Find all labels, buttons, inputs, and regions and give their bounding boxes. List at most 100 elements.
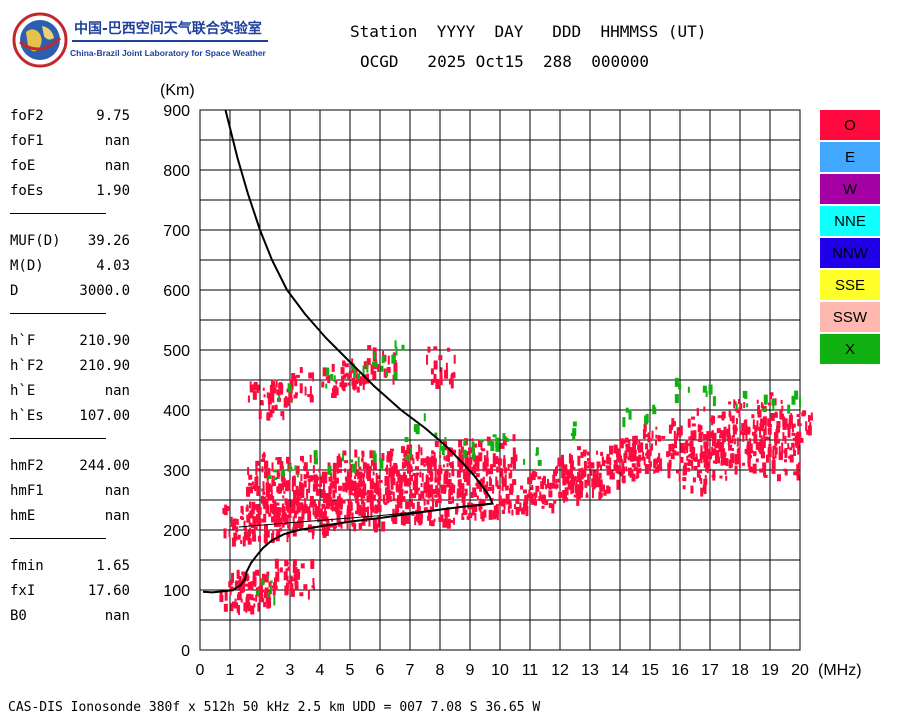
echo-mark-O [482, 462, 487, 472]
echo-mark-O [291, 373, 296, 382]
echo-mark-O [774, 439, 778, 446]
echo-mark-O [749, 450, 754, 454]
echo-mark-O [688, 458, 691, 466]
echo-mark-O [796, 414, 801, 418]
echo-mark-X [401, 344, 405, 351]
echo-mark-O [259, 594, 264, 603]
echo-mark-O [247, 605, 252, 612]
echo-mark-O [592, 480, 597, 489]
echo-mark-O [742, 462, 746, 466]
echo-mark-X [678, 383, 682, 390]
echo-mark-O [314, 510, 318, 519]
echo-mark-O [434, 494, 438, 498]
echo-mark-O [719, 475, 723, 479]
echo-mark-O [311, 530, 314, 540]
echo-mark-O [778, 454, 782, 461]
echo-mark-O [458, 489, 462, 498]
echo-mark-O [535, 490, 538, 498]
y-tick-label: 900 [163, 103, 190, 120]
legend-item: O [820, 110, 880, 140]
echo-mark-O [333, 387, 337, 396]
echo-mark-O [336, 510, 341, 516]
legend-item: E [820, 142, 880, 172]
echo-mark-O [400, 493, 404, 502]
echo-mark-X [325, 383, 328, 389]
echo-mark-O [286, 561, 289, 565]
echo-mark-O [243, 531, 248, 541]
echo-mark-O [271, 405, 275, 414]
echo-mark-O [312, 465, 315, 474]
echo-mark-O [713, 432, 717, 439]
echo-mark-O [456, 492, 460, 499]
echo-mark-O [338, 453, 341, 460]
echo-mark-O [266, 412, 271, 418]
echo-mark-O [332, 489, 336, 499]
echo-mark-O [590, 468, 593, 476]
echo-mark-O [648, 452, 651, 463]
echo-mark-O [363, 469, 366, 474]
echo-mark-O [598, 472, 602, 479]
echo-mark-O [752, 463, 757, 474]
echo-mark-O [554, 466, 557, 476]
echo-mark-X [787, 404, 791, 414]
echo-mark-O [350, 466, 353, 477]
echo-mark-O [545, 484, 548, 490]
echo-mark-O [655, 426, 658, 430]
echo-mark-O [296, 498, 300, 503]
header-labels: Station YYYY DAY DDD HHMMSS (UT) [350, 22, 707, 41]
echo-mark-O [555, 478, 558, 484]
echo-mark-O [743, 420, 747, 424]
echo-mark-O [308, 372, 313, 379]
echo-mark-O [585, 492, 588, 498]
echo-mark-O [280, 466, 285, 471]
echo-mark-O [251, 501, 256, 511]
echo-mark-O [767, 450, 770, 455]
echo-mark-X [327, 465, 332, 475]
echo-mark-O [600, 451, 604, 456]
echo-mark-O [580, 452, 584, 459]
echo-mark-O [733, 438, 736, 445]
echo-mark-O [281, 522, 285, 528]
echo-mark-O [275, 514, 278, 521]
echo-mark-O [400, 474, 404, 480]
echo-mark-X [762, 408, 767, 412]
echo-mark-O [400, 446, 405, 454]
echo-mark-O [707, 451, 712, 459]
echo-mark-O [776, 421, 781, 429]
echo-mark-O [389, 452, 394, 457]
echo-mark-X [763, 394, 768, 405]
echo-mark-O [375, 472, 378, 481]
echo-mark-O [366, 358, 371, 366]
echo-mark-O [743, 402, 746, 409]
echo-mark-O [562, 489, 567, 500]
echo-mark-O [303, 504, 308, 514]
echo-mark-O [702, 484, 706, 492]
echo-mark-O [408, 500, 413, 507]
echo-mark-O [264, 467, 267, 472]
echo-mark-O [293, 510, 297, 519]
echo-mark-O [223, 511, 228, 516]
echo-mark-O [320, 519, 323, 528]
echo-mark-O [420, 490, 425, 499]
echo-mark-O [329, 484, 332, 494]
echo-mark-O [240, 598, 243, 603]
echo-mark-O [516, 495, 520, 500]
echo-mark-O [446, 463, 449, 468]
echo-mark-O [746, 428, 751, 433]
echo-mark-O [596, 461, 601, 468]
echo-mark-O [686, 443, 691, 447]
y-tick-label: 300 [163, 463, 190, 480]
echo-mark-O [466, 515, 471, 520]
echo-mark-O [277, 456, 282, 464]
echo-mark-O [503, 455, 506, 460]
param-row: B0 nan [10, 608, 130, 626]
echo-mark-O [287, 566, 291, 571]
echo-mark-O [428, 477, 432, 481]
echo-mark-O [427, 515, 431, 521]
echo-mark-O [290, 588, 295, 597]
echo-mark-O [737, 447, 741, 455]
echo-mark-O [240, 586, 245, 590]
echo-mark-O [307, 394, 312, 398]
echo-mark-O [643, 423, 647, 428]
echo-mark-O [616, 479, 620, 490]
